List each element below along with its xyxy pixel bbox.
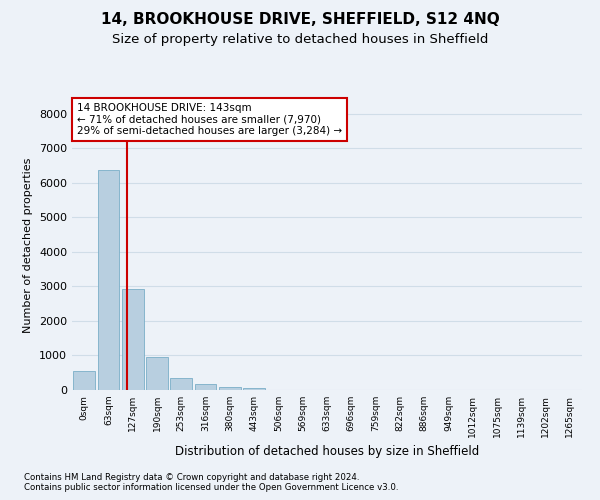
- Bar: [243, 388, 265, 390]
- Bar: [73, 370, 95, 390]
- Bar: [97, 170, 119, 390]
- Text: 14 BROOKHOUSE DRIVE: 143sqm
← 71% of detached houses are smaller (7,970)
29% of : 14 BROOKHOUSE DRIVE: 143sqm ← 71% of det…: [77, 103, 342, 136]
- Bar: [170, 378, 192, 390]
- Text: Contains public sector information licensed under the Open Government Licence v3: Contains public sector information licen…: [24, 484, 398, 492]
- Y-axis label: Number of detached properties: Number of detached properties: [23, 158, 34, 332]
- Text: Contains HM Land Registry data © Crown copyright and database right 2024.: Contains HM Land Registry data © Crown c…: [24, 474, 359, 482]
- Bar: [122, 289, 143, 390]
- Text: 14, BROOKHOUSE DRIVE, SHEFFIELD, S12 4NQ: 14, BROOKHOUSE DRIVE, SHEFFIELD, S12 4NQ: [101, 12, 499, 28]
- Bar: [194, 384, 217, 390]
- Bar: [146, 356, 168, 390]
- Bar: [219, 387, 241, 390]
- X-axis label: Distribution of detached houses by size in Sheffield: Distribution of detached houses by size …: [175, 446, 479, 458]
- Text: Size of property relative to detached houses in Sheffield: Size of property relative to detached ho…: [112, 32, 488, 46]
